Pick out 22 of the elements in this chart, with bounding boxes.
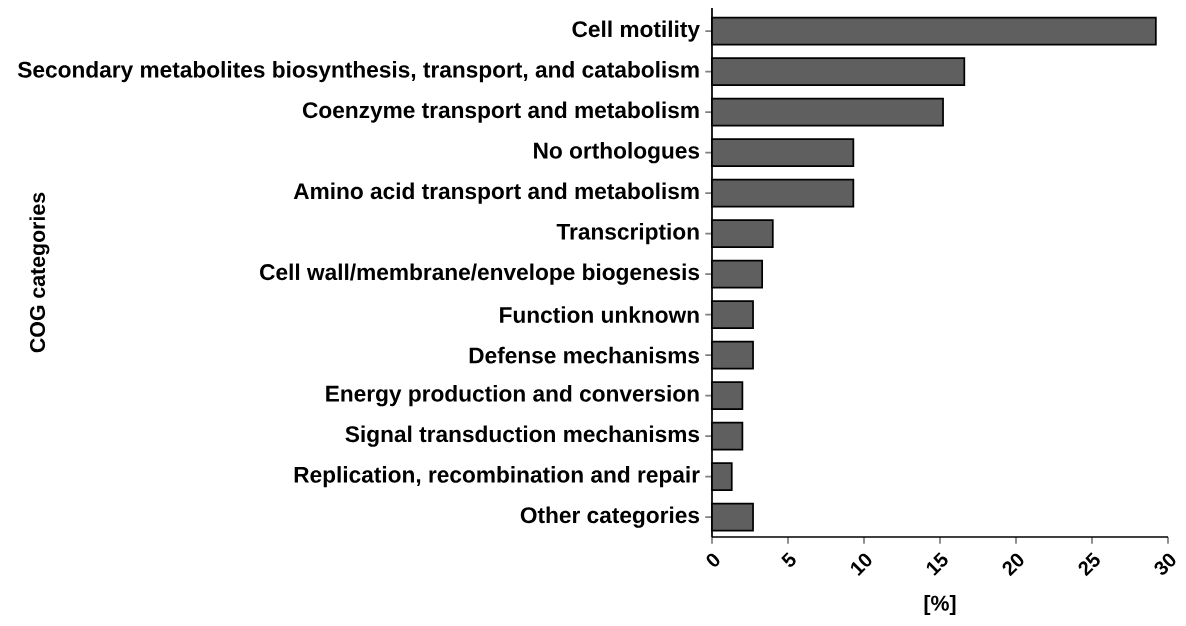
y-tick-label: Replication, recombination and repair <box>294 466 700 488</box>
y-tick-label: Energy production and conversion <box>326 385 699 407</box>
x-tick-label: 0 <box>706 553 720 567</box>
y-tick-label: Coenzyme transport and metabolism <box>302 101 699 123</box>
y-tick-label: No orthologues <box>534 142 700 164</box>
y-tick-label: Cell motility <box>572 20 700 42</box>
y-tick-label: Defense mechanisms <box>469 346 700 364</box>
y-tick-label: Function unknown <box>500 306 699 323</box>
x-tick-label: 30 <box>1154 553 1176 575</box>
x-axis-title: [%] <box>924 595 956 615</box>
y-tick-label: Other categories <box>520 506 700 528</box>
y-tick-label: Signal transduction mechanisms <box>345 425 700 447</box>
y-axis-title: COG categories <box>29 192 50 353</box>
x-tick-label: 5 <box>781 552 796 567</box>
x-tick-label: 25 <box>1078 552 1100 577</box>
x-tick-label: 15 <box>926 552 948 576</box>
y-tick-label: Amino acid transport and metabolism <box>293 182 699 204</box>
x-tick-label: 20 <box>1002 553 1024 577</box>
x-tick-label: 10 <box>850 553 872 576</box>
y-tick-label: Transcription <box>556 223 699 245</box>
y-tick-label: Cell wall/membrane/envelope biogenesis <box>260 263 700 285</box>
y-tick-label: Secondary metabolites biosynthesis, transport, and catabolism <box>17 61 699 83</box>
